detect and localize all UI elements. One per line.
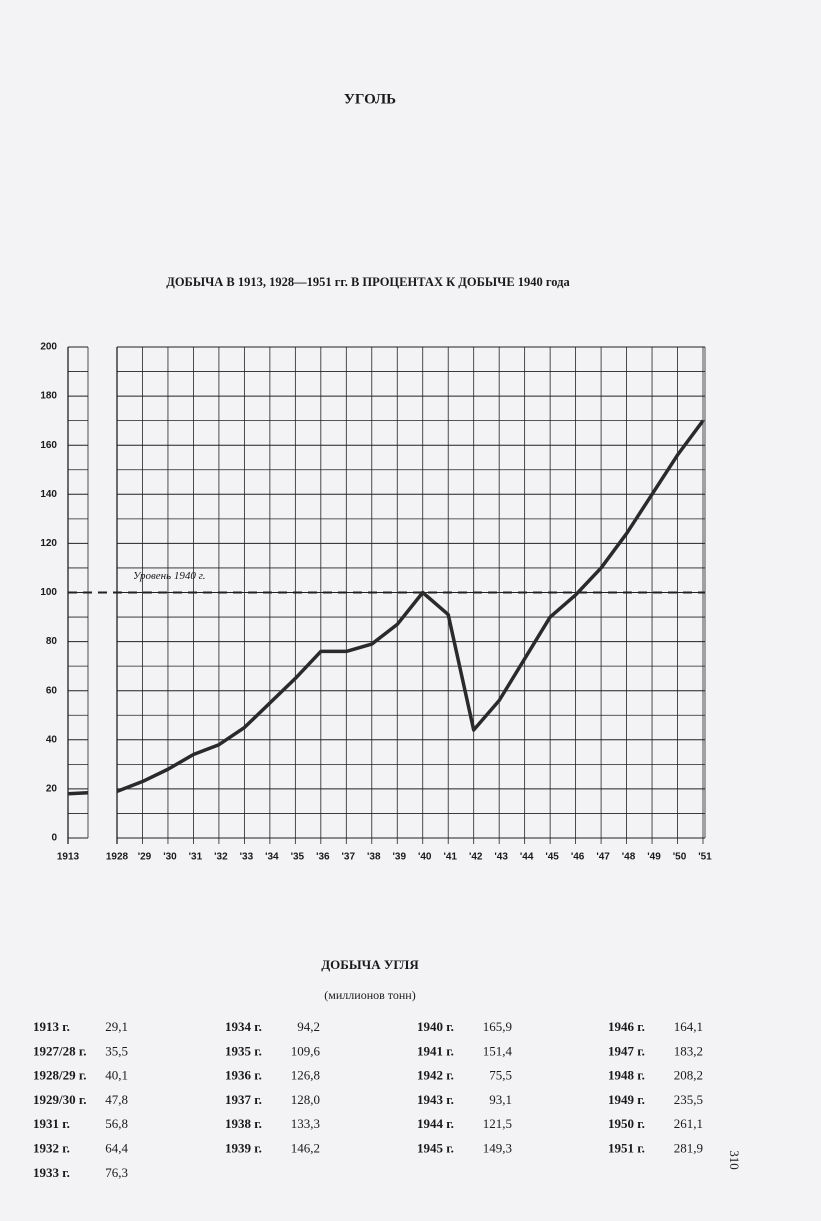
table-year: 1947 г. [608, 1043, 645, 1058]
x-tick-label: '41 [443, 852, 457, 863]
table-value: 76,3 [105, 1165, 128, 1180]
table-year: 1940 г. [417, 1019, 454, 1034]
table-value: 93,1 [489, 1092, 512, 1107]
table-value: 128,0 [291, 1092, 320, 1107]
table-year: 1942 г. [417, 1068, 454, 1083]
page-title: УГОЛЬ [344, 91, 396, 107]
table-value: 109,6 [291, 1043, 321, 1058]
x-tick-label: '45 [545, 852, 559, 863]
table-year: 1945 г. [417, 1140, 454, 1155]
y-tick-label: 0 [51, 833, 57, 844]
table-value: 133,3 [291, 1116, 320, 1131]
x-tick-label: '47 [596, 852, 610, 863]
table-value: 261,1 [674, 1116, 703, 1131]
x-tick-label: '34 [265, 852, 279, 863]
y-tick-label: 40 [46, 734, 58, 745]
x-tick-label: '31 [189, 852, 203, 863]
table-year: 1931 г. [33, 1116, 70, 1131]
table-value: 164,1 [674, 1019, 703, 1034]
y-tick-label: 100 [40, 587, 57, 598]
table-year: 1946 г. [608, 1019, 645, 1034]
x-tick-label: '46 [571, 852, 585, 863]
table-year: 1933 г. [33, 1165, 70, 1180]
table-value: 94,2 [297, 1019, 320, 1034]
reference-label: Уровень 1940 г. [133, 570, 205, 582]
chart-title: ДОБЫЧА В 1913, 1928—1951 гг. В ПРОЦЕНТАХ… [166, 275, 570, 289]
table-year: 1929/30 г. [33, 1092, 87, 1107]
table-year: 1950 г. [608, 1116, 645, 1131]
x-tick-label: 1928 [106, 852, 129, 863]
y-tick-label: 160 [40, 440, 57, 451]
table-year: 1937 г. [225, 1092, 262, 1107]
y-tick-label: 120 [40, 538, 57, 549]
table-value: 165,9 [483, 1019, 512, 1034]
y-tick-label: 20 [46, 784, 58, 795]
y-tick-label: 60 [46, 685, 58, 696]
table-year: 1932 г. [33, 1140, 70, 1155]
table-title: ДОБЫЧА УГЛЯ [321, 957, 419, 972]
table-year: 1934 г. [225, 1019, 262, 1034]
table-year: 1951 г. [608, 1140, 645, 1155]
data-line [67, 791, 89, 796]
x-tick-label: '36 [316, 852, 330, 863]
table-value: 56,8 [105, 1116, 128, 1131]
x-tick-label: '43 [494, 852, 508, 863]
table-value: 40,1 [105, 1068, 128, 1083]
table-year: 1943 г. [417, 1092, 454, 1107]
x-tick-label: '32 [214, 852, 228, 863]
x-tick-label: '49 [647, 852, 661, 863]
table-year: 1944 г. [417, 1116, 454, 1131]
table-value: 281,9 [674, 1140, 703, 1155]
data-line [116, 419, 705, 793]
table-value: 64,4 [105, 1140, 128, 1155]
table-year: 1928/29 г. [33, 1068, 87, 1083]
x-tick-label: '39 [393, 852, 407, 863]
table-value: 183,2 [674, 1043, 703, 1058]
x-tick-label: '50 [673, 852, 687, 863]
table-year: 1927/28 г. [33, 1043, 87, 1058]
table-year: 1949 г. [608, 1092, 645, 1107]
table-year: 1936 г. [225, 1068, 262, 1083]
table-year: 1939 г. [225, 1140, 262, 1155]
y-tick-label: 180 [40, 391, 57, 402]
table-value: 29,1 [105, 1019, 128, 1034]
x-tick-label: '40 [418, 852, 432, 863]
table-year: 1938 г. [225, 1116, 262, 1131]
table-value: 149,3 [483, 1140, 512, 1155]
table-year: 1941 г. [417, 1043, 454, 1058]
page-number: 310 [727, 1150, 742, 1170]
y-tick-label: 140 [40, 489, 57, 500]
y-tick-label: 200 [40, 342, 57, 353]
y-tick-label: 80 [46, 636, 58, 647]
x-tick-label: '30 [163, 852, 177, 863]
table-value: 47,8 [105, 1092, 128, 1107]
x-tick-label: '44 [520, 852, 534, 863]
x-tick-label: '35 [291, 852, 305, 863]
x-tick-label: '42 [469, 852, 483, 863]
table-value: 75,5 [489, 1068, 512, 1083]
table-value: 208,2 [674, 1068, 703, 1083]
table-value: 235,5 [674, 1092, 703, 1107]
x-tick-label: '51 [698, 852, 712, 863]
table-year: 1913 г. [33, 1019, 70, 1034]
table-value: 146,2 [291, 1140, 320, 1155]
x-tick-label: '33 [240, 852, 254, 863]
table-subtitle: (миллионов тонн) [324, 988, 415, 1002]
x-tick-label: '48 [622, 852, 636, 863]
table-year: 1948 г. [608, 1068, 645, 1083]
x-tick-label: 1913 [57, 852, 80, 863]
table-year: 1935 г. [225, 1043, 262, 1058]
x-tick-label: '38 [367, 852, 381, 863]
x-tick-label: '29 [138, 852, 152, 863]
table-value: 151,4 [483, 1043, 513, 1058]
x-tick-label: '37 [342, 852, 356, 863]
table-value: 126,8 [291, 1068, 320, 1083]
table-value: 35,5 [105, 1043, 128, 1058]
table-value: 121,5 [483, 1116, 512, 1131]
